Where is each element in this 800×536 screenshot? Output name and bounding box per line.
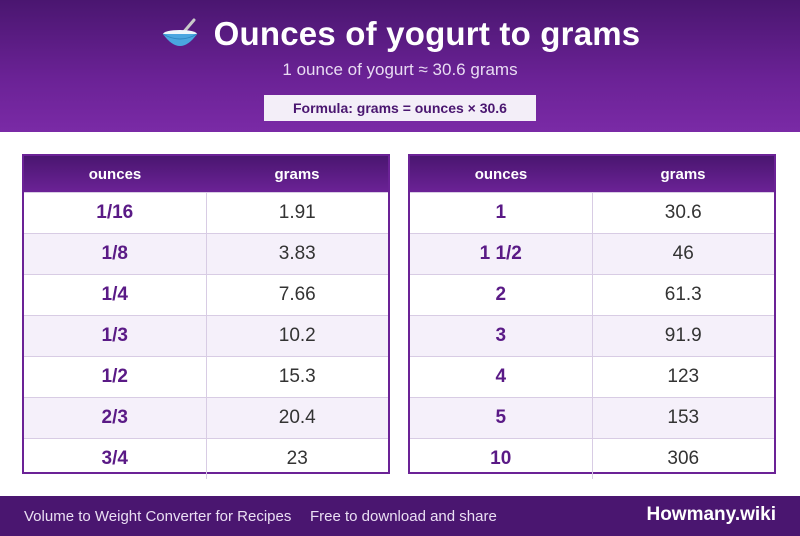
ounces-cell: 1/2 xyxy=(24,356,207,398)
table-row: 1/4 7.66 xyxy=(24,274,388,316)
title-row: Ounces of yogurt to grams xyxy=(0,14,800,54)
formula-badge: Formula: grams = ounces × 30.6 xyxy=(264,95,536,121)
column-header-ounces: ounces xyxy=(24,156,206,193)
table-row: 3/4 23 xyxy=(24,438,388,479)
footer-converter-text: Volume to Weight Converter for Recipes xyxy=(24,508,292,525)
grams-cell: 23 xyxy=(206,438,388,479)
table-header-row: ounces grams xyxy=(24,156,388,193)
grams-cell: 15.3 xyxy=(206,356,388,398)
table-row: 2/3 20.4 xyxy=(24,397,388,439)
grams-cell: 7.66 xyxy=(206,274,388,316)
ounces-cell: 1/16 xyxy=(24,192,207,234)
table-row: 5 153 xyxy=(410,397,774,439)
table-row: 1/8 3.83 xyxy=(24,233,388,275)
table-row: 1/3 10.2 xyxy=(24,315,388,357)
ounces-cell: 10 xyxy=(410,438,593,479)
grams-cell: 61.3 xyxy=(592,274,774,316)
ounces-cell: 5 xyxy=(410,397,593,439)
footer-bar: Volume to Weight Converter for Recipes F… xyxy=(0,496,800,536)
grams-cell: 123 xyxy=(592,356,774,398)
grams-cell: 1.91 xyxy=(206,192,388,234)
brand-link[interactable]: Howmany.wiki xyxy=(646,504,776,525)
grams-cell: 153 xyxy=(592,397,774,439)
table-header-row: ounces grams xyxy=(410,156,774,193)
conversion-table-right: ounces grams 1 30.6 1 1/2 46 2 61.3 3 91.9 4… xyxy=(408,154,776,479)
ounces-cell: 1 1/2 xyxy=(410,233,593,275)
grams-cell: 20.4 xyxy=(206,397,388,439)
grams-cell: 46 xyxy=(592,233,774,275)
table-row: 2 61.3 xyxy=(410,274,774,316)
ounces-cell: 1/3 xyxy=(24,315,207,357)
column-header-grams: grams xyxy=(592,156,774,193)
page-title: Ounces of yogurt to grams xyxy=(213,15,641,52)
column-header-ounces: ounces xyxy=(410,156,592,193)
footer-share-text: Free to download and share xyxy=(310,508,497,525)
table-row: 3 91.9 xyxy=(410,315,774,357)
ounces-cell: 2 xyxy=(410,274,593,316)
ounces-cell: 1/8 xyxy=(24,233,207,275)
grams-cell: 306 xyxy=(592,438,774,479)
page-subtitle: 1 ounce of yogurt ≈ 30.6 grams xyxy=(282,60,518,79)
header-banner: Ounces of yogurt to grams 1 ounce of yog… xyxy=(0,0,800,132)
grams-cell: 91.9 xyxy=(592,315,774,357)
bowl-icon xyxy=(162,18,197,46)
table-row: 10 306 xyxy=(410,438,774,479)
table-row: 4 123 xyxy=(410,356,774,398)
table-row: 1/2 15.3 xyxy=(24,356,388,398)
grams-cell: 3.83 xyxy=(206,233,388,275)
ounces-cell: 3/4 xyxy=(24,438,207,479)
column-header-grams: grams xyxy=(206,156,388,193)
table-row: 1 1/2 46 xyxy=(410,233,774,275)
grams-cell: 30.6 xyxy=(592,192,774,234)
ounces-cell: 2/3 xyxy=(24,397,207,439)
grams-cell: 10.2 xyxy=(206,315,388,357)
ounces-cell: 4 xyxy=(410,356,593,398)
conversion-table-left: ounces grams 1/16 1.91 1/8 3.83 1/4 7.66 1/… xyxy=(22,154,390,479)
ounces-cell: 1 xyxy=(410,192,593,234)
ounces-cell: 3 xyxy=(410,315,593,357)
ounces-cell: 1/4 xyxy=(24,274,207,316)
table-row: 1 30.6 xyxy=(410,192,774,234)
table-row: 1/16 1.91 xyxy=(24,192,388,234)
